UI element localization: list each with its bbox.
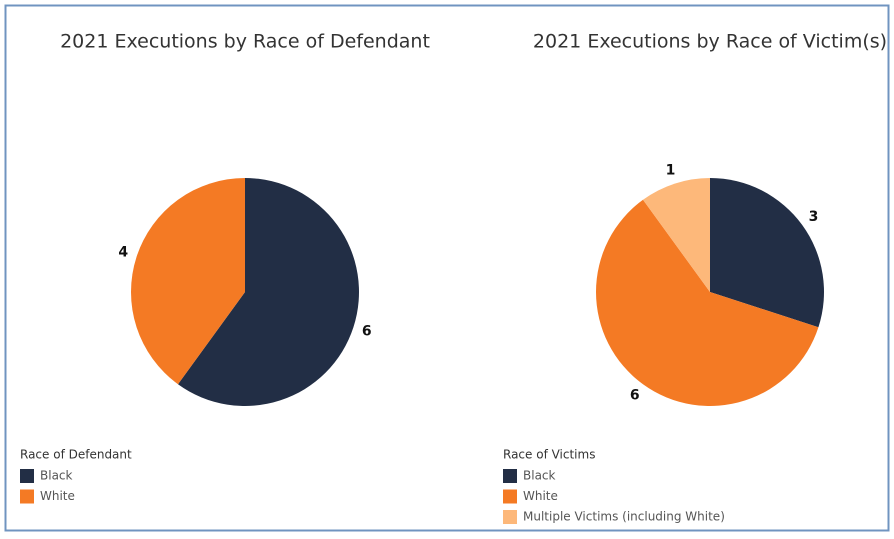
data-label: 1 (666, 162, 676, 178)
frame (4, 4, 890, 532)
legend-item: Black (523, 469, 556, 483)
legend-title: Race of Defendant (20, 448, 132, 462)
data-label: 6 (362, 324, 372, 340)
chart-title: 2021 Executions by Race of Victim(s) (533, 31, 887, 53)
legend-swatch (20, 489, 34, 504)
legend-swatch (503, 489, 517, 504)
data-label: 3 (809, 209, 819, 225)
pie-slice (710, 178, 825, 328)
legend-swatch (20, 469, 34, 483)
legend-item: Multiple Victims (including White) (523, 510, 725, 524)
pie-slice (642, 178, 710, 292)
legend-item: Black (40, 469, 73, 483)
pie-slice (131, 178, 245, 385)
legend-item: White (523, 489, 558, 503)
legend-swatch (503, 510, 517, 524)
pie-slice (177, 178, 359, 407)
pie-slice (596, 199, 819, 406)
legend-title: Race of Victims (503, 448, 595, 462)
legend-swatch (503, 469, 517, 483)
data-label: 4 (118, 244, 128, 260)
legend-item: White (40, 489, 75, 503)
data-label: 6 (630, 388, 640, 404)
chart-title: 2021 Executions by Race of Defendant (60, 31, 430, 53)
